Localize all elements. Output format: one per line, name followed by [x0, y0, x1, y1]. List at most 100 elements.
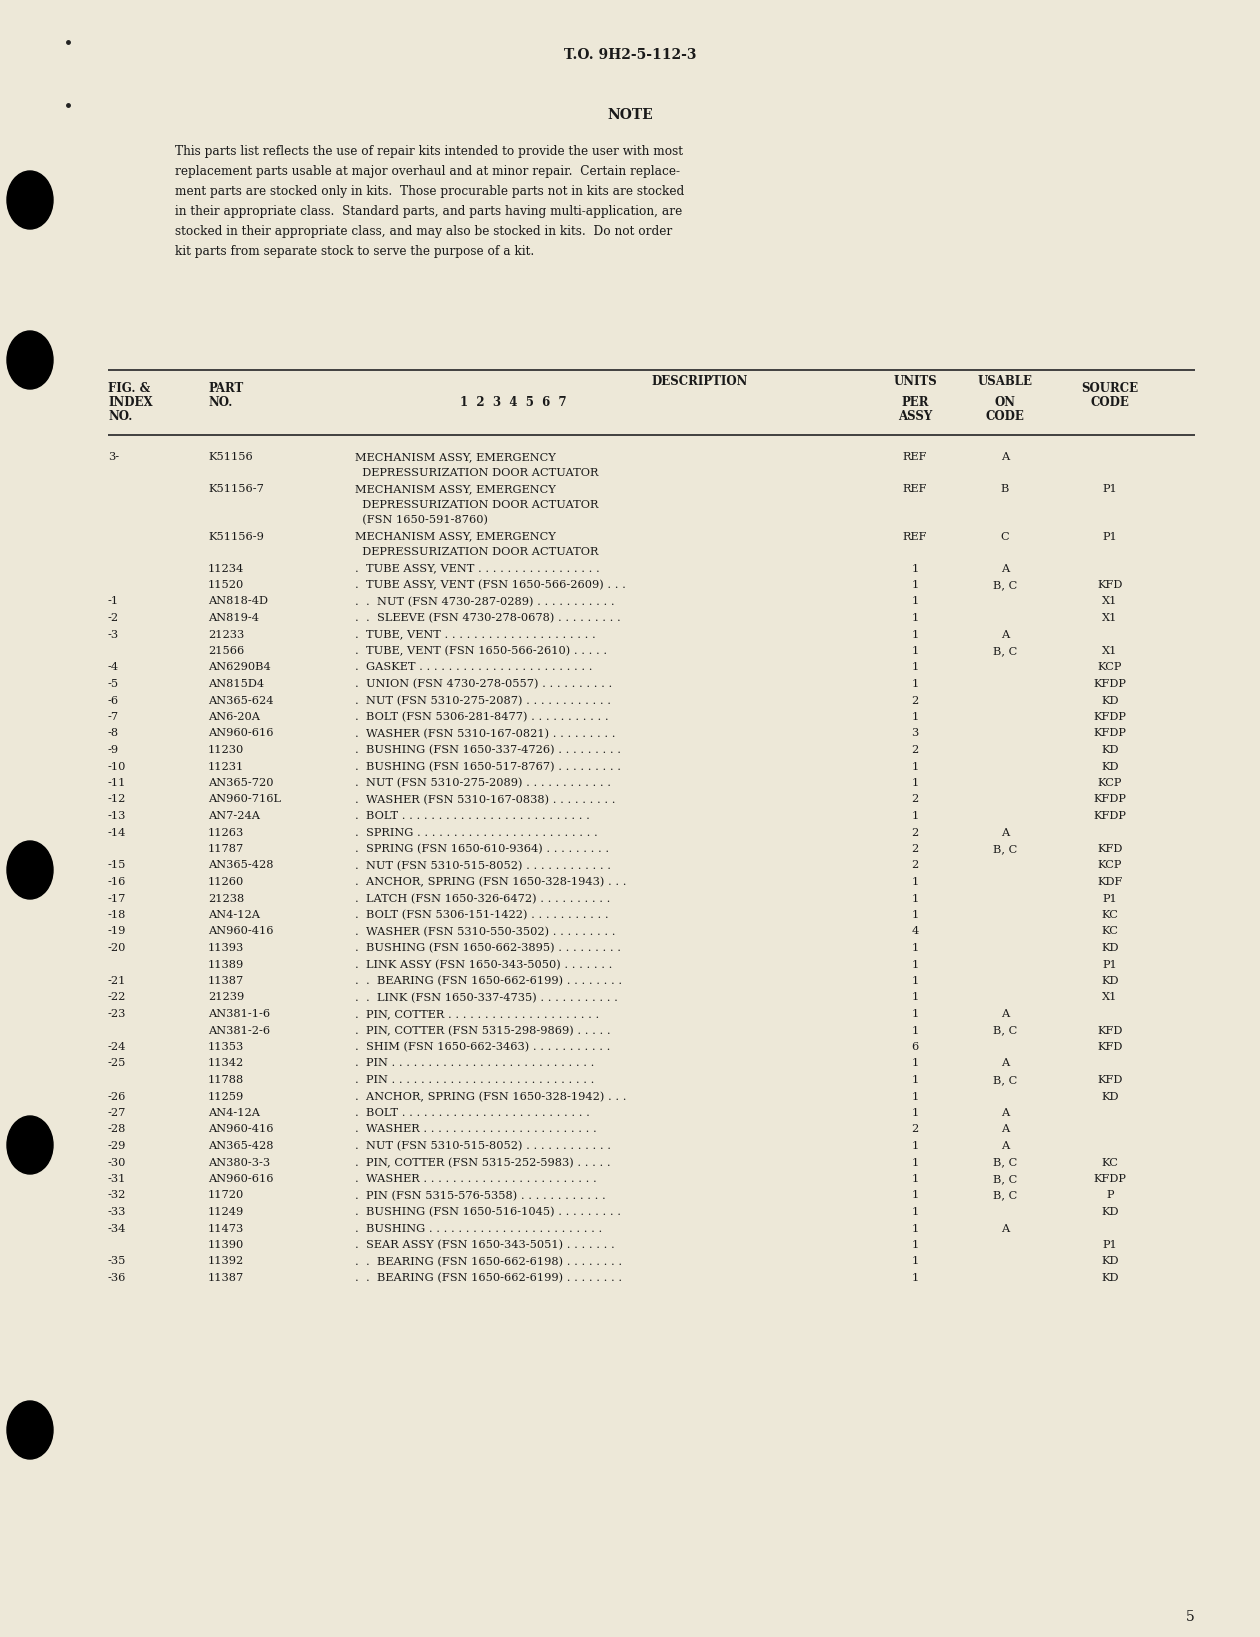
Text: 1: 1 — [911, 1239, 919, 1251]
Text: 21566: 21566 — [208, 647, 244, 656]
Text: 1: 1 — [911, 563, 919, 573]
Text: 2: 2 — [911, 794, 919, 804]
Text: -30: -30 — [108, 1157, 126, 1167]
Text: .  BOLT . . . . . . . . . . . . . . . . . . . . . . . . . .: . BOLT . . . . . . . . . . . . . . . . .… — [355, 810, 590, 822]
Text: 1: 1 — [911, 877, 919, 887]
Text: .  WASHER . . . . . . . . . . . . . . . . . . . . . . . .: . WASHER . . . . . . . . . . . . . . . .… — [355, 1174, 597, 1184]
Text: P: P — [1106, 1190, 1114, 1200]
Text: 1: 1 — [911, 992, 919, 1002]
Text: in their appropriate class.  Standard parts, and parts having multi-application,: in their appropriate class. Standard par… — [175, 205, 682, 218]
Text: 4: 4 — [911, 927, 919, 936]
Text: USABLE: USABLE — [978, 375, 1032, 388]
Text: -27: -27 — [108, 1108, 126, 1118]
Text: 1: 1 — [911, 1190, 919, 1200]
Text: -22: -22 — [108, 992, 126, 1002]
Text: KDF: KDF — [1097, 877, 1123, 887]
Text: -4: -4 — [108, 663, 120, 673]
Text: .  PIN . . . . . . . . . . . . . . . . . . . . . . . . . . . .: . PIN . . . . . . . . . . . . . . . . . … — [355, 1059, 595, 1069]
Text: .  BOLT . . . . . . . . . . . . . . . . . . . . . . . . . .: . BOLT . . . . . . . . . . . . . . . . .… — [355, 1108, 590, 1118]
Text: 1: 1 — [911, 612, 919, 624]
Text: 1: 1 — [911, 712, 919, 722]
Text: .  .  BEARING (FSN 1650-662-6199) . . . . . . . .: . . BEARING (FSN 1650-662-6199) . . . . … — [355, 976, 622, 987]
Text: .  SHIM (FSN 1650-662-3463) . . . . . . . . . . .: . SHIM (FSN 1650-662-3463) . . . . . . .… — [355, 1043, 610, 1053]
Text: X1: X1 — [1102, 596, 1118, 606]
Text: 2: 2 — [911, 845, 919, 855]
Text: A: A — [1000, 1108, 1009, 1118]
Text: -24: -24 — [108, 1043, 126, 1053]
Text: KFD: KFD — [1097, 1043, 1123, 1053]
Text: 1: 1 — [911, 1257, 919, 1267]
Text: INDEX: INDEX — [108, 396, 152, 409]
Text: 1: 1 — [911, 778, 919, 787]
Text: -33: -33 — [108, 1206, 126, 1216]
Text: KFDP: KFDP — [1094, 1174, 1126, 1184]
Text: KD: KD — [1101, 696, 1119, 706]
Text: DESCRIPTION: DESCRIPTION — [651, 375, 748, 388]
Text: AN365-428: AN365-428 — [208, 1141, 273, 1151]
Text: MECHANISM ASSY, EMERGENCY: MECHANISM ASSY, EMERGENCY — [355, 485, 556, 494]
Text: A: A — [1000, 1059, 1009, 1069]
Text: P1: P1 — [1102, 1239, 1118, 1251]
Text: -9: -9 — [108, 745, 120, 755]
Text: -16: -16 — [108, 877, 126, 887]
Text: KC: KC — [1101, 1157, 1119, 1167]
Text: 1: 1 — [911, 1141, 919, 1151]
Text: .  BUSHING (FSN 1650-517-8767) . . . . . . . . .: . BUSHING (FSN 1650-517-8767) . . . . . … — [355, 761, 621, 771]
Text: .  BUSHING (FSN 1650-337-4726) . . . . . . . . .: . BUSHING (FSN 1650-337-4726) . . . . . … — [355, 745, 621, 755]
Text: 1: 1 — [911, 1274, 919, 1283]
Text: KFDP: KFDP — [1094, 810, 1126, 822]
Text: .  BUSHING (FSN 1650-516-1045) . . . . . . . . .: . BUSHING (FSN 1650-516-1045) . . . . . … — [355, 1206, 621, 1218]
Text: .  BUSHING . . . . . . . . . . . . . . . . . . . . . . . .: . BUSHING . . . . . . . . . . . . . . . … — [355, 1223, 602, 1234]
Text: X1: X1 — [1102, 992, 1118, 1002]
Text: 11520: 11520 — [208, 579, 244, 589]
Text: NO.: NO. — [208, 396, 232, 409]
Text: B, C: B, C — [993, 1025, 1017, 1036]
Text: 1  2  3  4  5  6  7: 1 2 3 4 5 6 7 — [460, 396, 567, 409]
Text: .  .  SLEEVE (FSN 4730-278-0678) . . . . . . . . .: . . SLEEVE (FSN 4730-278-0678) . . . . .… — [355, 612, 621, 624]
Text: B, C: B, C — [993, 647, 1017, 656]
Text: AN819-4: AN819-4 — [208, 612, 260, 624]
Text: 11353: 11353 — [208, 1043, 244, 1053]
Text: 1: 1 — [911, 663, 919, 673]
Text: 1: 1 — [911, 1076, 919, 1085]
Text: ON: ON — [994, 396, 1016, 409]
Text: -32: -32 — [108, 1190, 126, 1200]
Text: -20: -20 — [108, 943, 126, 953]
Text: .  NUT (FSN 5310-275-2089) . . . . . . . . . . . .: . NUT (FSN 5310-275-2089) . . . . . . . … — [355, 778, 611, 789]
Text: .  GASKET . . . . . . . . . . . . . . . . . . . . . . . .: . GASKET . . . . . . . . . . . . . . . .… — [355, 663, 592, 673]
Text: KFD: KFD — [1097, 579, 1123, 589]
Text: .  PIN, COTTER (FSN 5315-252-5983) . . . . .: . PIN, COTTER (FSN 5315-252-5983) . . . … — [355, 1157, 611, 1167]
Text: -26: -26 — [108, 1092, 126, 1102]
Text: A: A — [1000, 1125, 1009, 1134]
Text: DEPRESSURIZATION DOOR ACTUATOR: DEPRESSURIZATION DOOR ACTUATOR — [355, 468, 598, 478]
Text: KD: KD — [1101, 761, 1119, 771]
Text: 5: 5 — [1186, 1611, 1194, 1624]
Text: 11234: 11234 — [208, 563, 244, 573]
Text: 21233: 21233 — [208, 630, 244, 640]
Text: K51156: K51156 — [208, 452, 253, 462]
Text: -34: -34 — [108, 1223, 126, 1234]
Text: AN7-24A: AN7-24A — [208, 810, 260, 822]
Text: REF: REF — [902, 532, 927, 542]
Text: K51156-9: K51156-9 — [208, 532, 263, 542]
Text: KFD: KFD — [1097, 1025, 1123, 1036]
Text: 11249: 11249 — [208, 1206, 244, 1216]
Text: X1: X1 — [1102, 612, 1118, 624]
Text: A: A — [1000, 827, 1009, 838]
Ellipse shape — [8, 170, 53, 229]
Text: 1: 1 — [911, 910, 919, 920]
Text: 11263: 11263 — [208, 827, 244, 838]
Text: B, C: B, C — [993, 579, 1017, 589]
Text: 1: 1 — [911, 894, 919, 904]
Text: .  .  BEARING (FSN 1650-662-6199) . . . . . . . .: . . BEARING (FSN 1650-662-6199) . . . . … — [355, 1274, 622, 1283]
Text: 11387: 11387 — [208, 976, 244, 985]
Text: KCP: KCP — [1097, 663, 1123, 673]
Text: B: B — [1000, 485, 1009, 494]
Text: KC: KC — [1101, 910, 1119, 920]
Text: B, C: B, C — [993, 1190, 1017, 1200]
Text: AN960-616: AN960-616 — [208, 728, 273, 738]
Text: ment parts are stocked only in kits.  Those procurable parts not in kits are sto: ment parts are stocked only in kits. Tho… — [175, 185, 684, 198]
Text: -14: -14 — [108, 827, 126, 838]
Text: -23: -23 — [108, 1008, 126, 1018]
Text: -35: -35 — [108, 1257, 126, 1267]
